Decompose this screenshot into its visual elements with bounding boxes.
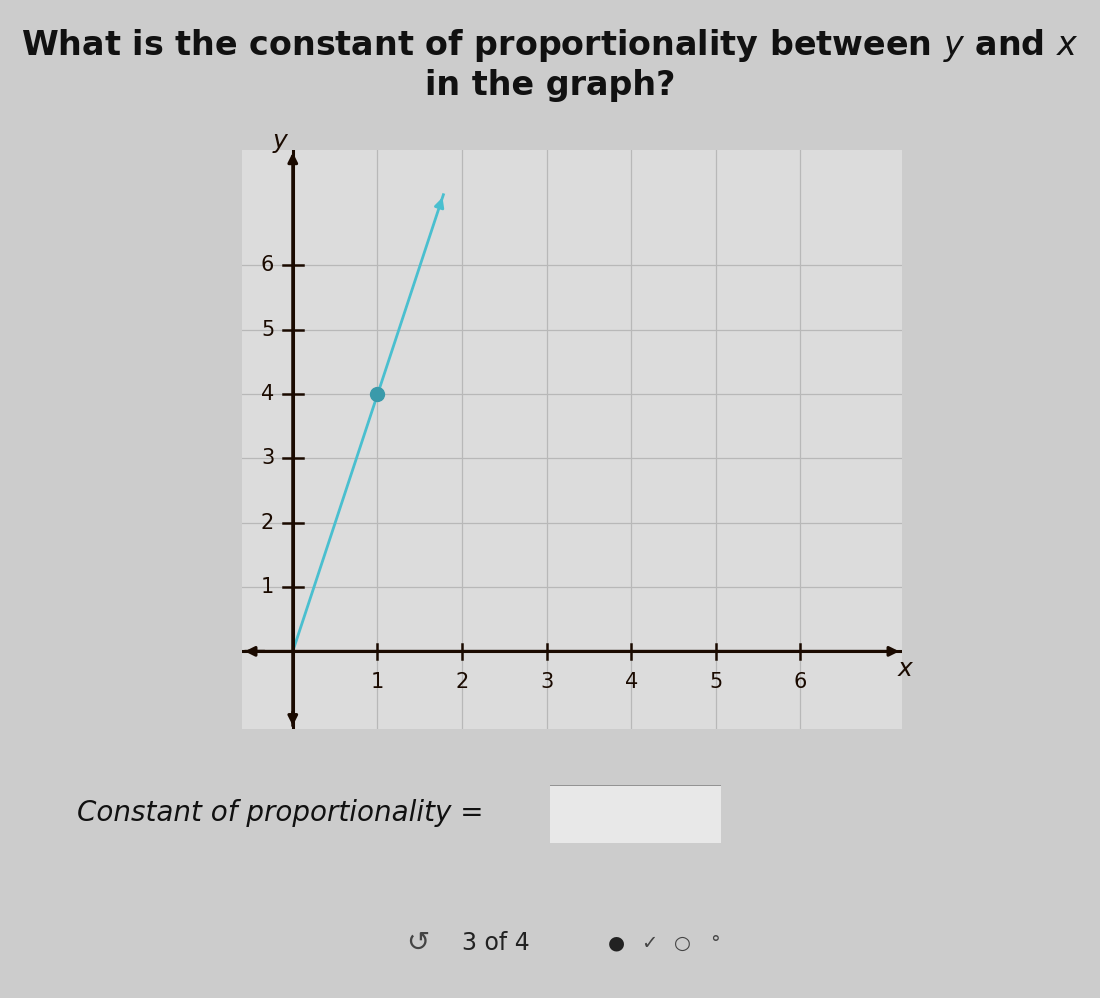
- Text: 5: 5: [710, 672, 723, 692]
- Text: ○: ○: [673, 933, 691, 953]
- Text: Constant of proportionality =: Constant of proportionality =: [77, 799, 493, 827]
- Text: 1: 1: [371, 672, 384, 692]
- Point: [368, 386, 386, 402]
- Text: 2: 2: [261, 513, 274, 533]
- Text: 6: 6: [794, 672, 807, 692]
- Text: ↺: ↺: [406, 929, 430, 957]
- Text: 4: 4: [625, 672, 638, 692]
- Text: 2: 2: [455, 672, 469, 692]
- Text: 5: 5: [261, 319, 274, 339]
- Text: y: y: [273, 129, 287, 153]
- Text: x: x: [898, 657, 913, 681]
- FancyBboxPatch shape: [547, 784, 724, 844]
- Text: 3 of 4: 3 of 4: [462, 931, 530, 955]
- Text: What is the constant of proportionality between $y$ and $x$ in the graph?: What is the constant of proportionality …: [21, 27, 1079, 103]
- Text: 4: 4: [261, 384, 274, 404]
- Text: 3: 3: [540, 672, 553, 692]
- Text: 1: 1: [261, 577, 274, 597]
- Text: 6: 6: [261, 255, 274, 275]
- Text: ✓: ✓: [641, 933, 657, 953]
- Text: °: °: [711, 933, 719, 953]
- Text: ●: ●: [607, 933, 625, 953]
- Text: 3: 3: [261, 448, 274, 468]
